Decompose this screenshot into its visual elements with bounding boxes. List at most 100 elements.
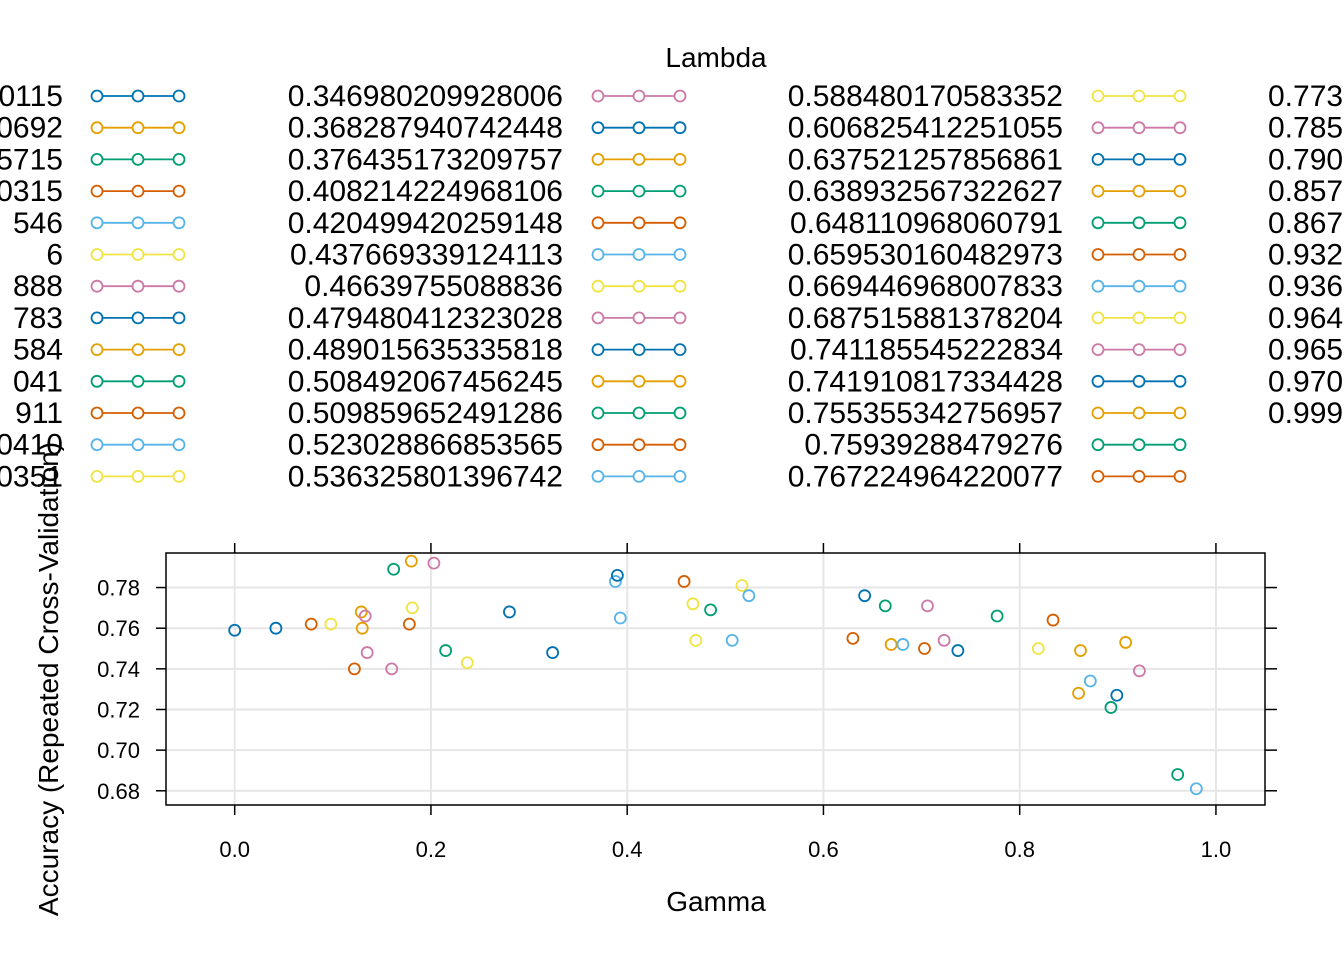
data-point bbox=[921, 599, 934, 613]
legend-key bbox=[591, 469, 687, 483]
legend-key-marker bbox=[172, 406, 186, 420]
legend-key-marker bbox=[591, 121, 605, 135]
legend-key-marker bbox=[591, 279, 605, 293]
data-point bbox=[347, 662, 361, 676]
legend-key-marker bbox=[632, 343, 646, 357]
legend-key-marker bbox=[591, 184, 605, 198]
data-point bbox=[1110, 688, 1124, 702]
legend-key-marker bbox=[632, 121, 646, 135]
legend-key bbox=[591, 248, 687, 261]
legend-label: 0692 bbox=[0, 112, 63, 145]
data-point bbox=[354, 605, 368, 619]
legend-key bbox=[591, 311, 687, 325]
legend-label: 0.932 bbox=[1268, 239, 1343, 272]
legend-key-marker bbox=[90, 184, 104, 198]
legend-label: 0.648110968060791 bbox=[790, 207, 1063, 240]
legend-label: 783 bbox=[13, 302, 63, 335]
data-point bbox=[1189, 782, 1203, 796]
legend-key-marker bbox=[131, 406, 145, 420]
legend-key-marker bbox=[131, 311, 145, 325]
legend-label: 0.588480170583352 bbox=[788, 80, 1063, 113]
legend-key bbox=[90, 216, 186, 230]
data-point bbox=[546, 646, 560, 659]
data-point bbox=[1119, 636, 1133, 649]
legend-key-marker bbox=[172, 469, 186, 483]
legend-label: 888 bbox=[13, 270, 63, 303]
data-point bbox=[742, 589, 756, 603]
y-tick-label: 0.68 bbox=[97, 779, 140, 804]
data-point bbox=[677, 575, 691, 588]
legend-label: 0.637521257856861 bbox=[788, 143, 1063, 176]
legend-key bbox=[1091, 469, 1187, 483]
legend-key bbox=[1091, 89, 1187, 103]
legend-label: 0.523028866853565 bbox=[288, 429, 563, 462]
y-axis-label: Accuracy (Repeated Cross-Validation) bbox=[33, 442, 64, 916]
legend-key-marker bbox=[131, 89, 145, 103]
legend-key-marker bbox=[632, 89, 646, 103]
data-point bbox=[358, 609, 372, 623]
data-point bbox=[1083, 674, 1097, 688]
legend-label: 584 bbox=[13, 334, 63, 367]
legend: 0115069257150315546688878358404191104100… bbox=[0, 80, 1343, 493]
data-point bbox=[725, 633, 739, 647]
legend-key-marker bbox=[131, 469, 145, 483]
legend-key-marker bbox=[673, 152, 687, 166]
legend-key-marker bbox=[1091, 184, 1105, 198]
legend-key-marker bbox=[131, 216, 145, 230]
legend-key-marker bbox=[1132, 438, 1146, 452]
legend-key-marker bbox=[632, 216, 646, 230]
legend-key bbox=[90, 438, 186, 452]
legend-key-marker bbox=[131, 121, 145, 135]
legend-key-marker bbox=[90, 343, 104, 357]
data-point bbox=[937, 633, 951, 647]
legend-key-marker bbox=[1091, 89, 1105, 103]
legend-key-marker bbox=[1173, 469, 1187, 483]
legend-label: 911 bbox=[15, 397, 63, 430]
x-tick-label: 0.2 bbox=[416, 837, 447, 862]
grid bbox=[166, 553, 1265, 805]
x-tick-label: 0.8 bbox=[1004, 837, 1035, 862]
legend-key bbox=[591, 89, 687, 103]
data-points bbox=[228, 554, 1203, 796]
legend-key-marker bbox=[90, 89, 104, 103]
legend-key-marker bbox=[1091, 343, 1105, 357]
legend-label: 0.408214224968106 bbox=[288, 175, 563, 208]
data-point bbox=[460, 656, 474, 670]
data-point bbox=[990, 609, 1004, 623]
legend-label: 0.437669339124113 bbox=[290, 239, 563, 272]
legend-label: 0.638932567322627 bbox=[788, 175, 1063, 208]
legend-key-marker bbox=[591, 469, 605, 483]
legend-label: 0.508492067456245 bbox=[288, 365, 563, 398]
legend-key-marker bbox=[90, 216, 104, 230]
legend-key-marker bbox=[131, 184, 145, 198]
legend-key-marker bbox=[1173, 121, 1187, 135]
legend-label: 0.965 bbox=[1268, 334, 1343, 367]
legend-key-marker bbox=[131, 279, 145, 293]
legend-key bbox=[90, 121, 186, 135]
legend-key-marker bbox=[673, 438, 687, 452]
x-axis-label: Gamma bbox=[666, 886, 766, 917]
plot-frame bbox=[165, 552, 1266, 806]
legend-key-marker bbox=[1173, 248, 1187, 261]
legend-key bbox=[1091, 248, 1187, 261]
legend-key-marker bbox=[673, 184, 687, 198]
data-point bbox=[228, 623, 242, 637]
legend-key-marker bbox=[632, 279, 646, 293]
legend-key bbox=[90, 469, 186, 483]
legend-key-marker bbox=[172, 279, 186, 293]
legend-key bbox=[591, 184, 687, 198]
legend-key bbox=[591, 152, 687, 166]
legend-key bbox=[90, 152, 186, 166]
data-point bbox=[1104, 701, 1118, 714]
legend-key-marker bbox=[90, 152, 104, 166]
legend-key-marker bbox=[1091, 469, 1105, 483]
legend-key-marker bbox=[632, 469, 646, 483]
legend-key-marker bbox=[591, 216, 605, 230]
legend-key-marker bbox=[673, 248, 687, 261]
legend-key-marker bbox=[673, 343, 687, 357]
legend-key-marker bbox=[591, 152, 605, 166]
legend-key-marker bbox=[591, 406, 605, 420]
legend-key-marker bbox=[131, 343, 145, 357]
legend-key-marker bbox=[172, 216, 186, 230]
